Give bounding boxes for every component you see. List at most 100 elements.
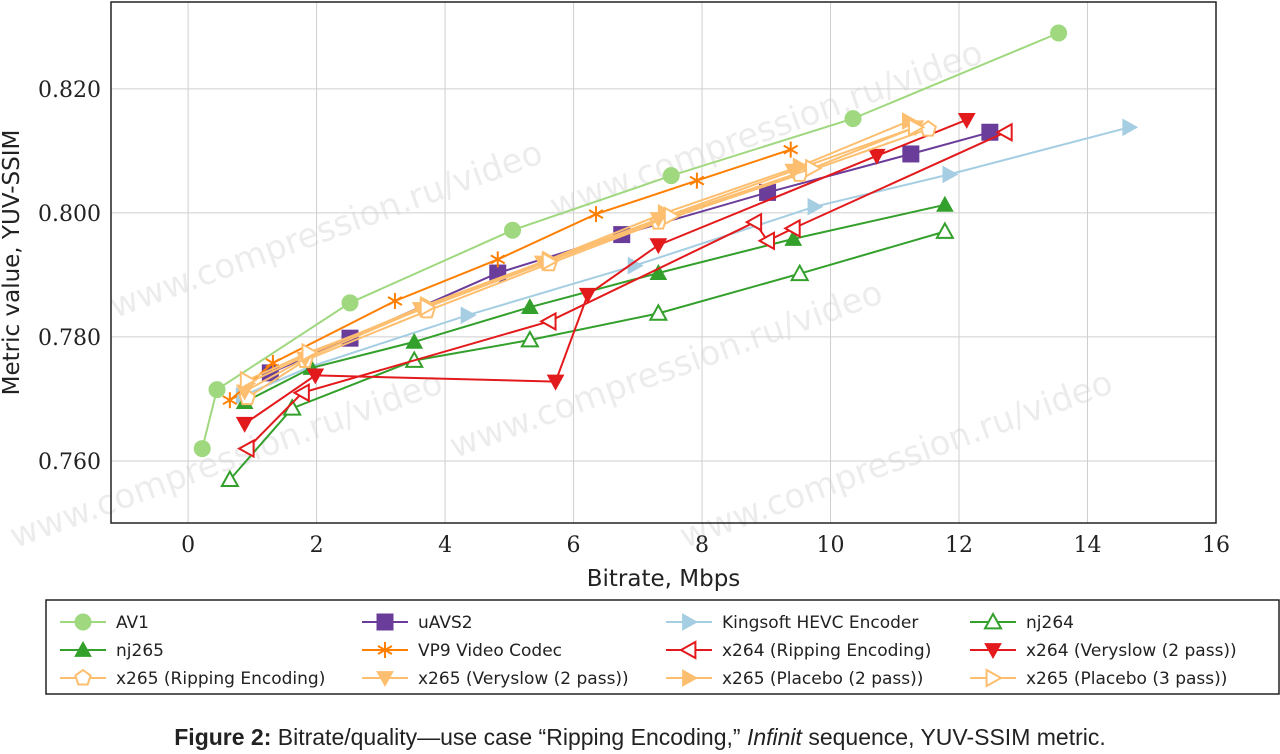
data-point xyxy=(957,112,976,129)
data-point xyxy=(387,292,403,309)
x-tick-label: 10 xyxy=(817,533,845,558)
data-point xyxy=(936,195,954,212)
data-point xyxy=(588,206,604,223)
data-point xyxy=(208,381,226,399)
data-point xyxy=(541,251,560,271)
x-tick-label: 16 xyxy=(1202,533,1230,558)
data-point xyxy=(520,329,540,348)
y-tick-label: 0.780 xyxy=(38,326,101,351)
legend-item: x265 (Veryslow (2 pass)) xyxy=(362,669,629,689)
data-point xyxy=(648,303,669,321)
data-point xyxy=(539,311,557,332)
legend-item: x265 (Placebo (3 pass)) xyxy=(970,668,1227,689)
data-point xyxy=(789,263,810,282)
series-11 xyxy=(239,117,926,391)
series-7 xyxy=(235,112,976,433)
data-point xyxy=(306,368,325,385)
data-point xyxy=(985,668,1004,688)
data-point xyxy=(792,157,809,176)
data-point xyxy=(907,117,926,137)
data-point xyxy=(419,297,438,317)
caption-text-before: Bitrate/quality—use case “Ripping Encodi… xyxy=(271,724,747,750)
x-tick-label: 6 xyxy=(567,533,581,558)
legend-item: uAVS2 xyxy=(362,613,473,633)
data-point xyxy=(521,298,539,315)
series-5 xyxy=(222,141,799,409)
data-point xyxy=(341,294,359,312)
data-point xyxy=(689,172,705,189)
data-point xyxy=(744,212,763,232)
watermark-text: www.compression.ru/video xyxy=(675,363,1118,557)
legend-item: x265 (Ripping Encoding) xyxy=(60,668,325,689)
legend: AV1 uAVS2 Kingsoft HEVC Encoder nj264 nj265 V… xyxy=(45,599,1280,695)
data-point xyxy=(663,206,682,226)
watermark-text: www.compression.ru/video xyxy=(105,133,548,327)
data-point xyxy=(995,122,1013,142)
legend-label: uAVS2 xyxy=(418,613,473,633)
data-point xyxy=(984,643,1002,660)
watermark-layer: www.compression.ru/video www.compression.… xyxy=(5,33,1118,557)
legend-item: x264 (Ripping Encoding) xyxy=(666,640,931,661)
legend-label: nj264 xyxy=(1026,613,1074,633)
data-point xyxy=(784,229,803,246)
figure-caption: Figure 2: Bitrate/quality—use case “Ripp… xyxy=(0,724,1280,751)
data-point xyxy=(376,613,394,631)
legend-label: x265 (Placebo (3 pass)) xyxy=(1026,669,1227,689)
data-point xyxy=(490,251,506,268)
bitrate-quality-chart: www.compression.ru/video www.compression.… xyxy=(0,1,1280,695)
data-point xyxy=(783,218,801,239)
data-point xyxy=(405,332,424,349)
data-point xyxy=(902,145,920,163)
x-axis-label: Bitrate, Mbps xyxy=(587,566,741,592)
data-point xyxy=(805,158,823,178)
data-point xyxy=(662,167,680,185)
data-point xyxy=(376,671,394,688)
data-point xyxy=(546,374,565,391)
legend-label: x264 (Ripping Encoding) xyxy=(722,641,931,661)
x-tick-label: 8 xyxy=(695,533,709,558)
data-point xyxy=(867,148,886,165)
caption-italic: Infinit xyxy=(746,724,802,750)
data-point xyxy=(237,438,255,459)
data-point xyxy=(460,306,477,325)
data-point xyxy=(844,110,862,128)
caption-text-after: sequence, YUV-SSIM metric. xyxy=(801,724,1106,750)
x-tick-label: 0 xyxy=(181,533,195,558)
legend-item: AV1 xyxy=(60,613,149,633)
data-point xyxy=(292,383,310,403)
data-point xyxy=(983,611,1003,630)
plot-frame xyxy=(110,1,1217,524)
tick-labels: 0 2 4 6 8 10 12 14 16 0.760 0.780 0.800 0.820 xyxy=(38,78,1230,558)
series-0 xyxy=(193,24,1068,458)
legend-item: x264 (Veryslow (2 pass)) xyxy=(970,641,1237,661)
y-tick-label: 0.760 xyxy=(38,450,101,475)
data-point xyxy=(1122,118,1139,137)
series-line xyxy=(229,230,946,481)
caption-label: Figure 2: xyxy=(174,724,272,750)
data-point xyxy=(935,221,955,239)
legend-box xyxy=(45,599,1280,695)
legend-label: VP9 Video Codec xyxy=(418,641,562,661)
y-axis-label: Metric value, YUV-SSIM xyxy=(0,130,25,396)
legend-label: x265 (Placebo (2 pass)) xyxy=(722,669,923,689)
legend-item: nj264 xyxy=(970,611,1074,633)
data-point xyxy=(239,370,258,391)
series-8 xyxy=(238,119,937,406)
data-point xyxy=(504,221,522,239)
legend-item: nj265 xyxy=(60,640,164,661)
data-point xyxy=(74,668,92,686)
x-tick-label: 4 xyxy=(438,533,452,558)
series-3 xyxy=(220,221,955,487)
data-point xyxy=(783,141,799,158)
data-point xyxy=(1050,24,1068,42)
legend-label: Kingsoft HEVC Encoder xyxy=(722,613,918,633)
data-point xyxy=(222,392,238,409)
legend-label: x264 (Veryslow (2 pass)) xyxy=(1026,641,1237,661)
data-point xyxy=(578,287,597,304)
legend-item: VP9 Video Codec xyxy=(362,641,562,661)
legend-label: x265 (Ripping Encoding) xyxy=(116,669,325,689)
y-tick-label: 0.820 xyxy=(38,78,101,103)
data-point xyxy=(377,642,393,658)
legend-label: AV1 xyxy=(116,613,149,633)
x-tick-label: 2 xyxy=(310,533,324,558)
